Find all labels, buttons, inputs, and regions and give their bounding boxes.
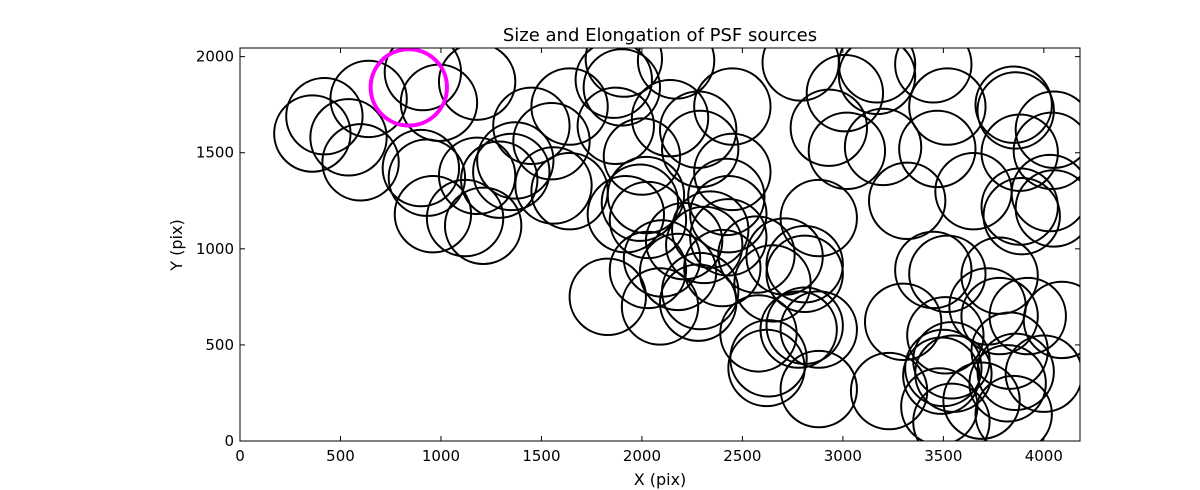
psf-source-marker: [693, 132, 772, 212]
highlighted-source-marker: [368, 48, 449, 128]
psf-source-marker: [863, 282, 943, 362]
psf-source-marker: [982, 176, 1061, 256]
psf-source-marker: [620, 267, 700, 346]
psf-source-marker: [568, 257, 647, 337]
psf-source-marker: [602, 117, 682, 196]
x-tick-label: 1500: [522, 447, 560, 465]
psf-source-marker: [988, 276, 1067, 356]
x-tick-label: 2000: [623, 447, 661, 465]
psf-source-marker: [460, 140, 539, 219]
psf-source-marker: [608, 180, 688, 260]
y-tick-label: 0: [224, 432, 234, 450]
psf-source-marker: [719, 294, 798, 373]
psf-source-marker: [765, 286, 844, 365]
x-tick-label: 0: [235, 447, 245, 465]
psf-source-marker: [437, 136, 517, 215]
psf-source-marker: [908, 234, 987, 313]
psf-source-marker: [472, 132, 551, 212]
marker-layer: [273, 48, 1080, 441]
psf-source-marker: [779, 349, 858, 429]
psf-source-marker: [689, 175, 768, 254]
psf-source-marker: [968, 344, 1047, 423]
y-tick-label: 500: [205, 336, 234, 354]
y-tick-label: 1000: [196, 240, 234, 258]
psf-source-marker: [894, 48, 973, 104]
x-tick-label: 2500: [723, 447, 761, 465]
psf-source-marker: [837, 48, 917, 104]
x-tick-label: 3000: [824, 447, 862, 465]
psf-source-marker: [437, 48, 517, 121]
x-tick-label: 4000: [1025, 447, 1063, 465]
y-tick-label: 2000: [196, 48, 234, 66]
psf-source-marker: [837, 48, 917, 116]
psf-source-marker: [608, 230, 688, 310]
psf-source-marker: [976, 71, 1055, 150]
psf-source-marker: [908, 67, 987, 146]
psf-source-marker: [906, 296, 985, 375]
psf-source-marker: [321, 123, 400, 202]
psf-source-marker: [514, 146, 593, 225]
psf-source-marker: [934, 151, 1013, 231]
psf-source-marker: [914, 334, 993, 413]
psf-source-marker: [942, 361, 1021, 440]
psf-source-marker: [329, 59, 408, 139]
psf-source-marker: [687, 157, 766, 237]
psf-source-marker: [476, 121, 555, 200]
psf-source-marker: [1012, 111, 1080, 190]
psf-source-marker: [779, 178, 858, 258]
x-axis-label: X (pix): [634, 470, 687, 489]
plot-frame: [239, 47, 1081, 442]
x-tick-label: 1000: [422, 447, 460, 465]
psf-source-marker: [974, 374, 1053, 441]
psf-source-marker: [576, 86, 655, 166]
x-tick-label: 3500: [924, 447, 962, 465]
psf-source-marker: [1004, 334, 1080, 413]
psf-source-marker: [443, 186, 523, 265]
psf-source-marker: [960, 236, 1039, 315]
psf-source-marker: [867, 161, 947, 240]
x-axis-ticks: 0 500 1000 1500 2000 2500 3000 3500 4000: [235, 48, 1063, 465]
psf-source-marker: [584, 48, 663, 98]
x-tick-label: 500: [326, 447, 355, 465]
psf-source-marker: [1010, 153, 1080, 233]
psf-source-marker: [512, 102, 591, 181]
psf-source-marker: [492, 86, 571, 166]
psf-source-marker: [285, 77, 364, 156]
psf-source-marker: [717, 215, 796, 294]
y-axis-label: Y (pix): [167, 219, 186, 271]
psf-source-marker: [898, 109, 977, 189]
psf-source-marker: [976, 332, 1055, 411]
y-tick-label: 1500: [196, 144, 234, 162]
psf-source-marker: [980, 167, 1059, 246]
psf-source-marker: [693, 67, 772, 146]
psf-source-marker: [807, 111, 887, 190]
psf-source-marker: [582, 48, 661, 127]
psf-source-marker: [530, 67, 609, 146]
psf-source-marker: [309, 98, 388, 177]
psf-source-marker: [765, 225, 844, 304]
psf-source-marker: [759, 290, 838, 369]
psf-source-marker: [912, 382, 991, 441]
psf-source-marker: [273, 94, 352, 173]
psf-source-marker: [1014, 169, 1080, 248]
psf-source-marker: [960, 276, 1039, 356]
psf-source-marker: [1014, 90, 1080, 169]
psf-source-marker: [574, 48, 653, 119]
psf-source-marker: [843, 107, 923, 187]
psf-source-marker: [586, 175, 666, 254]
y-axis-ticks: 0 500 1000 1500 2000: [196, 48, 1080, 450]
psf-source-marker: [381, 128, 461, 208]
chart-title: Size and Elongation of PSF sources: [503, 25, 817, 46]
psf-source-marker: [779, 290, 858, 369]
psf-source-marker: [765, 234, 844, 313]
psf-source-marker: [638, 232, 718, 312]
psf-source-marker: [393, 175, 473, 254]
psf-source-marker: [894, 230, 973, 310]
psf-source-marker: [387, 138, 467, 217]
psf-source-marker: [1022, 280, 1080, 360]
psf-source-marker: [665, 205, 744, 285]
